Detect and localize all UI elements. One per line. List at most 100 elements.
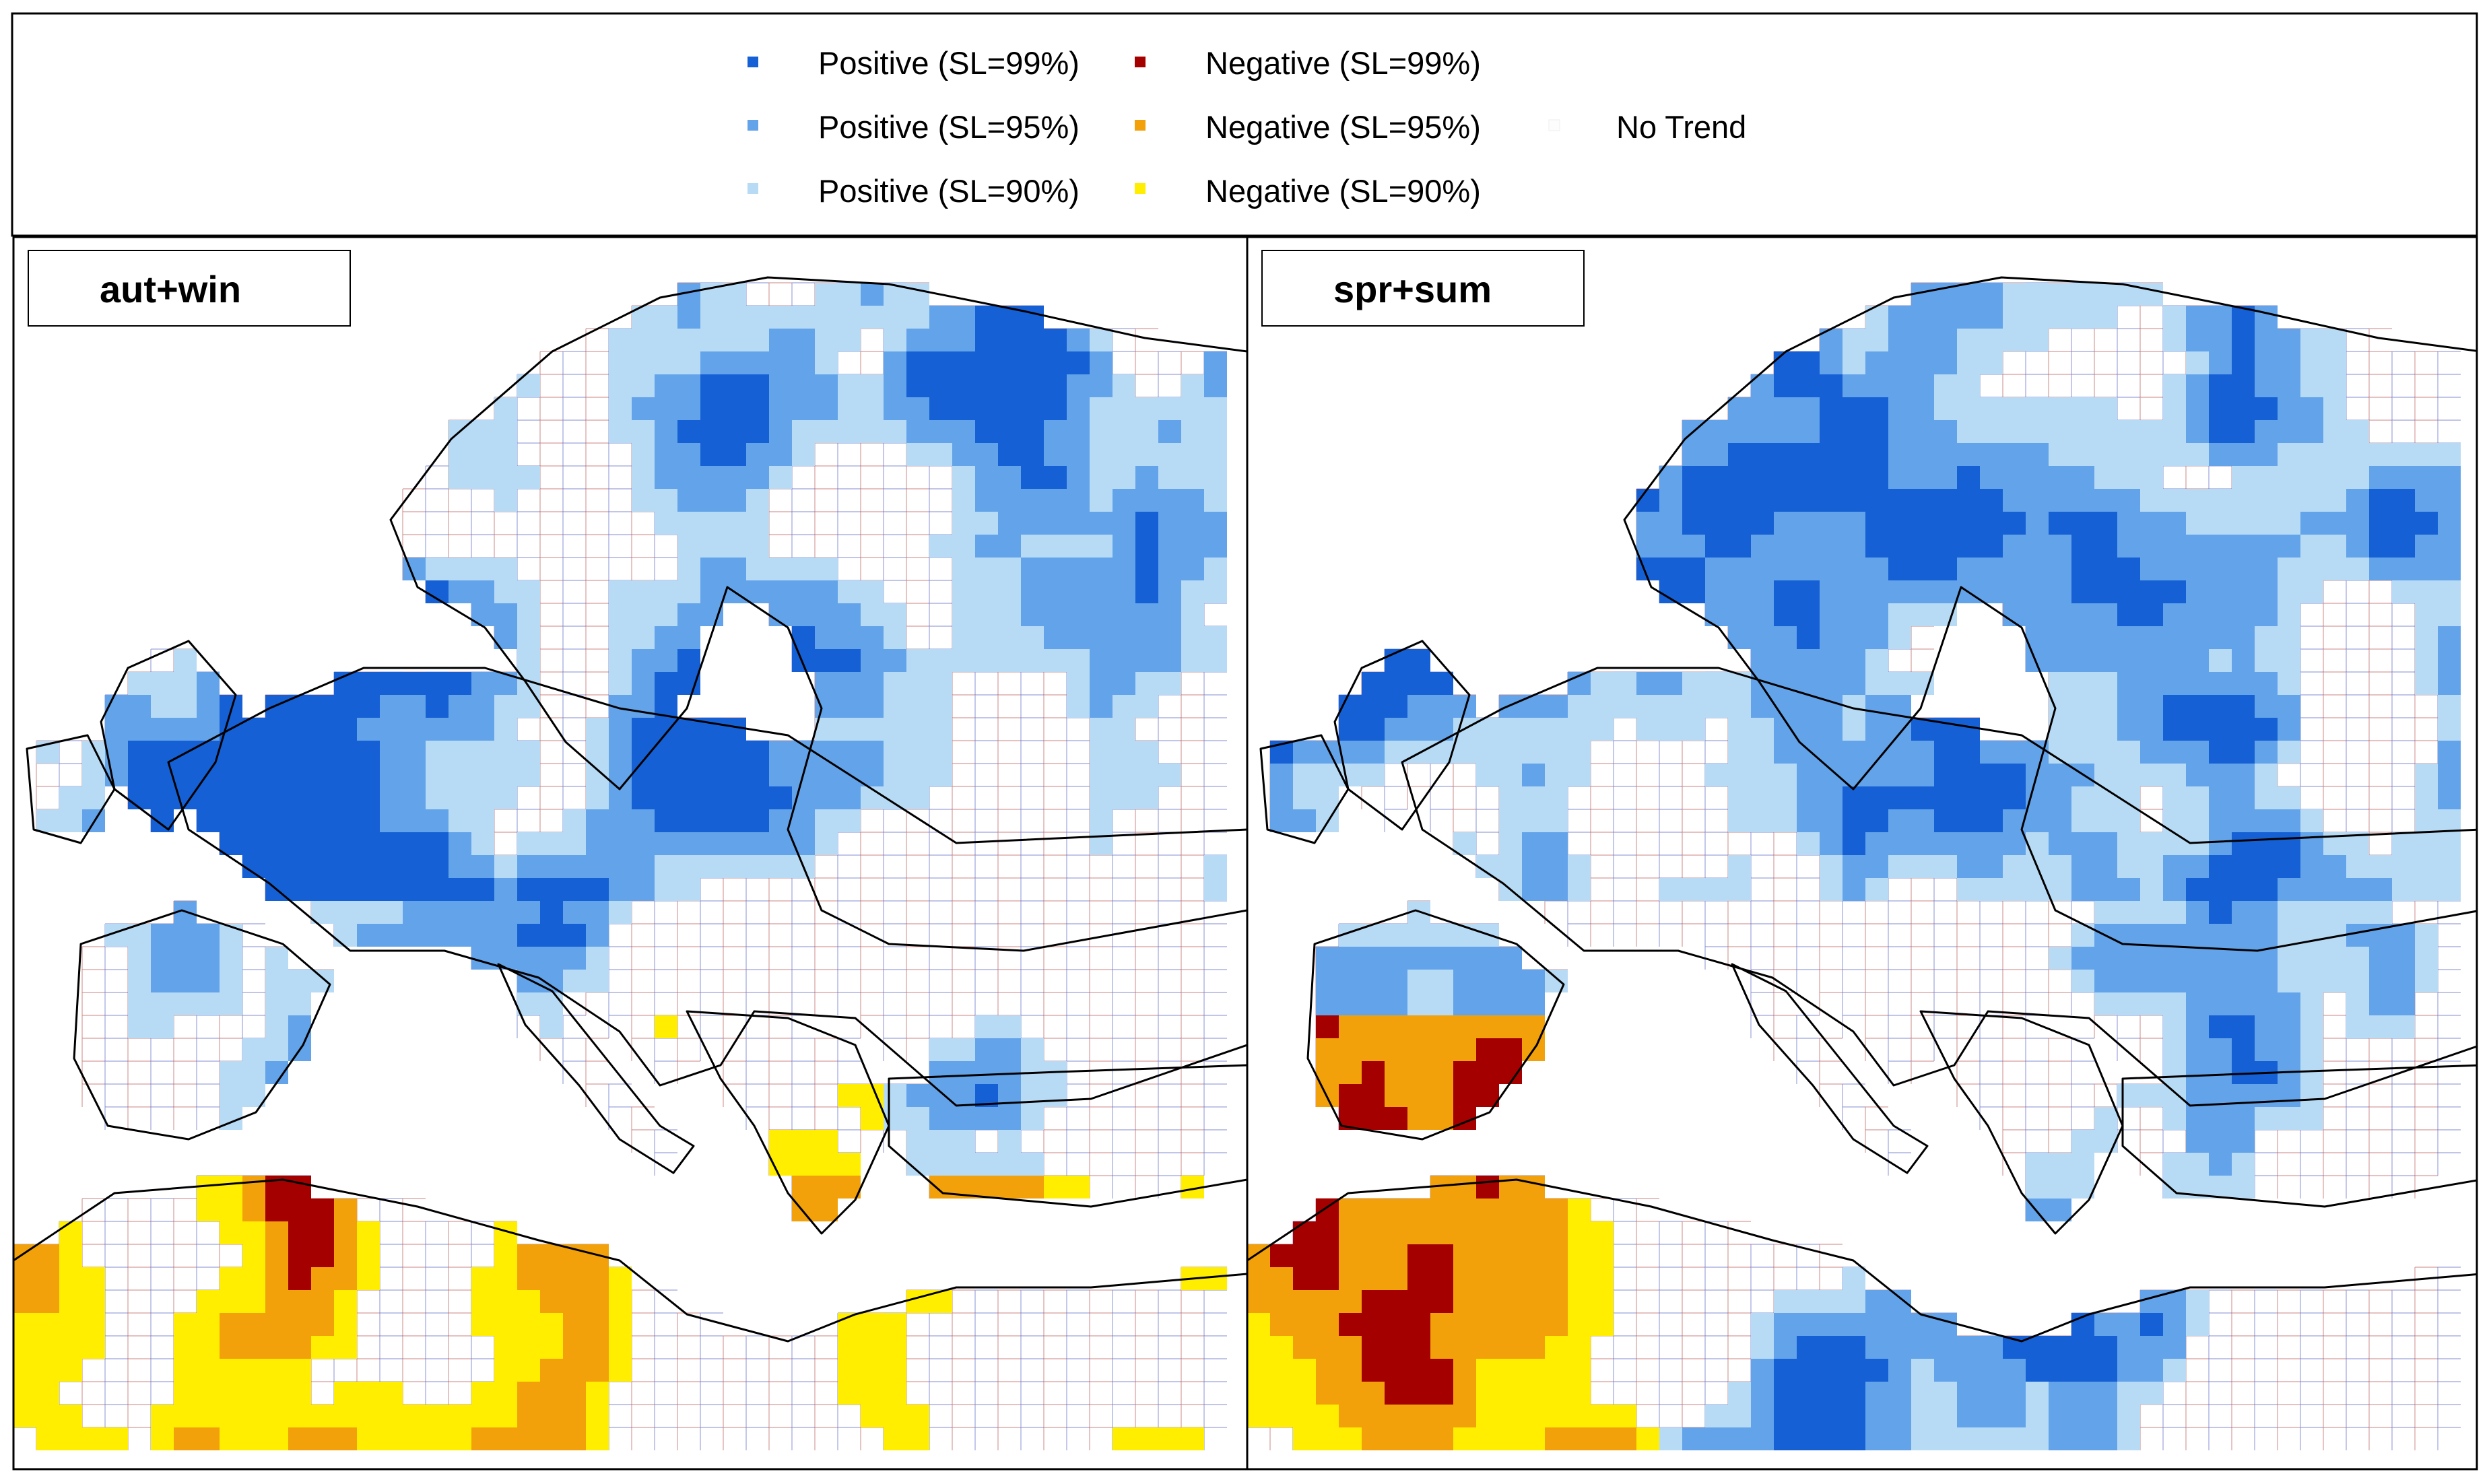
trend-cell — [609, 809, 632, 832]
trend-cell — [380, 1405, 403, 1427]
grid-line — [1659, 1404, 1682, 1427]
grid-line — [677, 1358, 700, 1382]
trend-cell — [449, 1405, 471, 1427]
grid-line — [997, 1427, 1021, 1450]
trend-cell — [1021, 580, 1044, 603]
grid-line — [2437, 1312, 2461, 1336]
trend-cell — [1021, 351, 1044, 374]
trend-cell — [2186, 374, 2209, 397]
grid-line — [1135, 1152, 1158, 1176]
grid-line — [2025, 1038, 2049, 1061]
trend-cell — [1090, 741, 1113, 764]
trend-cell — [1843, 329, 1865, 351]
trend-cell — [1067, 558, 1090, 580]
grid-line — [2048, 1060, 2071, 1084]
trend-cell — [82, 1313, 105, 1336]
trend-cell — [2071, 443, 2094, 466]
trend-cell — [426, 718, 449, 741]
grid-line — [906, 511, 929, 535]
trend-cell — [426, 1405, 449, 1427]
trend-cell — [2003, 329, 2026, 351]
trend-cell — [311, 832, 334, 855]
trend-cell — [563, 947, 586, 970]
grid-line — [1181, 1358, 1204, 1382]
grid-line — [1089, 1152, 1113, 1176]
trend-cell — [632, 786, 655, 809]
grid-line — [104, 1060, 128, 1084]
grid-line — [1682, 1289, 1705, 1313]
trend-cell — [334, 924, 357, 947]
grid-line — [1203, 1312, 1227, 1336]
trend-cell — [449, 580, 471, 603]
trend-cell — [609, 672, 632, 695]
trend-cell — [975, 443, 998, 466]
grid-line — [997, 923, 1021, 947]
grid-line — [677, 923, 700, 947]
trend-cell — [838, 649, 861, 672]
grid-line — [1203, 1381, 1227, 1405]
trend-cell — [838, 1084, 861, 1107]
trend-cell — [151, 947, 174, 970]
trend-cell — [1158, 489, 1181, 512]
trend-cell — [609, 420, 632, 443]
grid-line — [1636, 1221, 1659, 1244]
trend-cell — [746, 420, 769, 443]
trend-cell — [449, 695, 471, 718]
grid-line — [1158, 946, 1181, 970]
trend-cell — [884, 695, 906, 718]
coastline — [26, 734, 116, 844]
trend-cell — [563, 901, 586, 924]
trend-cell — [700, 764, 723, 786]
grid-line — [1979, 969, 2003, 992]
grid-line — [2071, 1106, 2094, 1130]
trend-cell — [357, 855, 380, 878]
grid-line — [745, 1427, 769, 1450]
trend-cell — [1728, 466, 1751, 489]
trend-cell — [1090, 603, 1113, 626]
grid-line — [539, 717, 563, 741]
grid-line — [631, 923, 655, 947]
trend-cell — [1204, 512, 1227, 535]
grid-line — [1020, 694, 1044, 718]
grid-line — [2437, 1289, 2461, 1313]
trend-cell — [655, 420, 677, 443]
trend-cell — [1865, 466, 1888, 489]
trend-cell — [494, 466, 517, 489]
grid-line — [562, 580, 586, 603]
grid-line — [677, 1381, 700, 1405]
grid-line — [1181, 1083, 1204, 1107]
grid-line — [2002, 1083, 2026, 1107]
grid-line — [929, 603, 952, 626]
grid-line — [1453, 809, 1476, 832]
grid-line — [150, 1358, 174, 1382]
grid-line — [1158, 1152, 1181, 1176]
grid-line — [562, 1060, 586, 1084]
trend-cell — [1957, 466, 1980, 489]
trend-cell — [655, 1015, 677, 1038]
trend-cell — [128, 992, 151, 1015]
trend-cell — [815, 672, 838, 695]
grid-line — [1158, 1038, 1181, 1061]
grid-line — [883, 923, 906, 947]
grid-line — [1636, 1381, 1659, 1405]
trend-cell — [334, 855, 357, 878]
grid-line — [1135, 900, 1158, 924]
trend-cell — [746, 512, 769, 535]
trend-cell — [1113, 558, 1135, 580]
grid-line — [631, 1427, 655, 1450]
grid-line — [654, 1427, 677, 1450]
trend-cell — [1934, 351, 1957, 374]
trend-cell — [1067, 695, 1090, 718]
trend-cell — [861, 1405, 884, 1427]
grid-line — [2048, 992, 2071, 1015]
trend-cell — [1067, 672, 1090, 695]
grid-line — [837, 511, 861, 535]
grid-line — [791, 969, 815, 992]
trend-cell — [242, 764, 265, 786]
trend-cell — [2140, 420, 2163, 443]
grid-line — [952, 923, 975, 947]
trend-cell — [2071, 306, 2094, 329]
grid-line — [2414, 717, 2438, 741]
trend-cell — [2209, 443, 2232, 466]
trend-cell — [1774, 397, 1797, 420]
